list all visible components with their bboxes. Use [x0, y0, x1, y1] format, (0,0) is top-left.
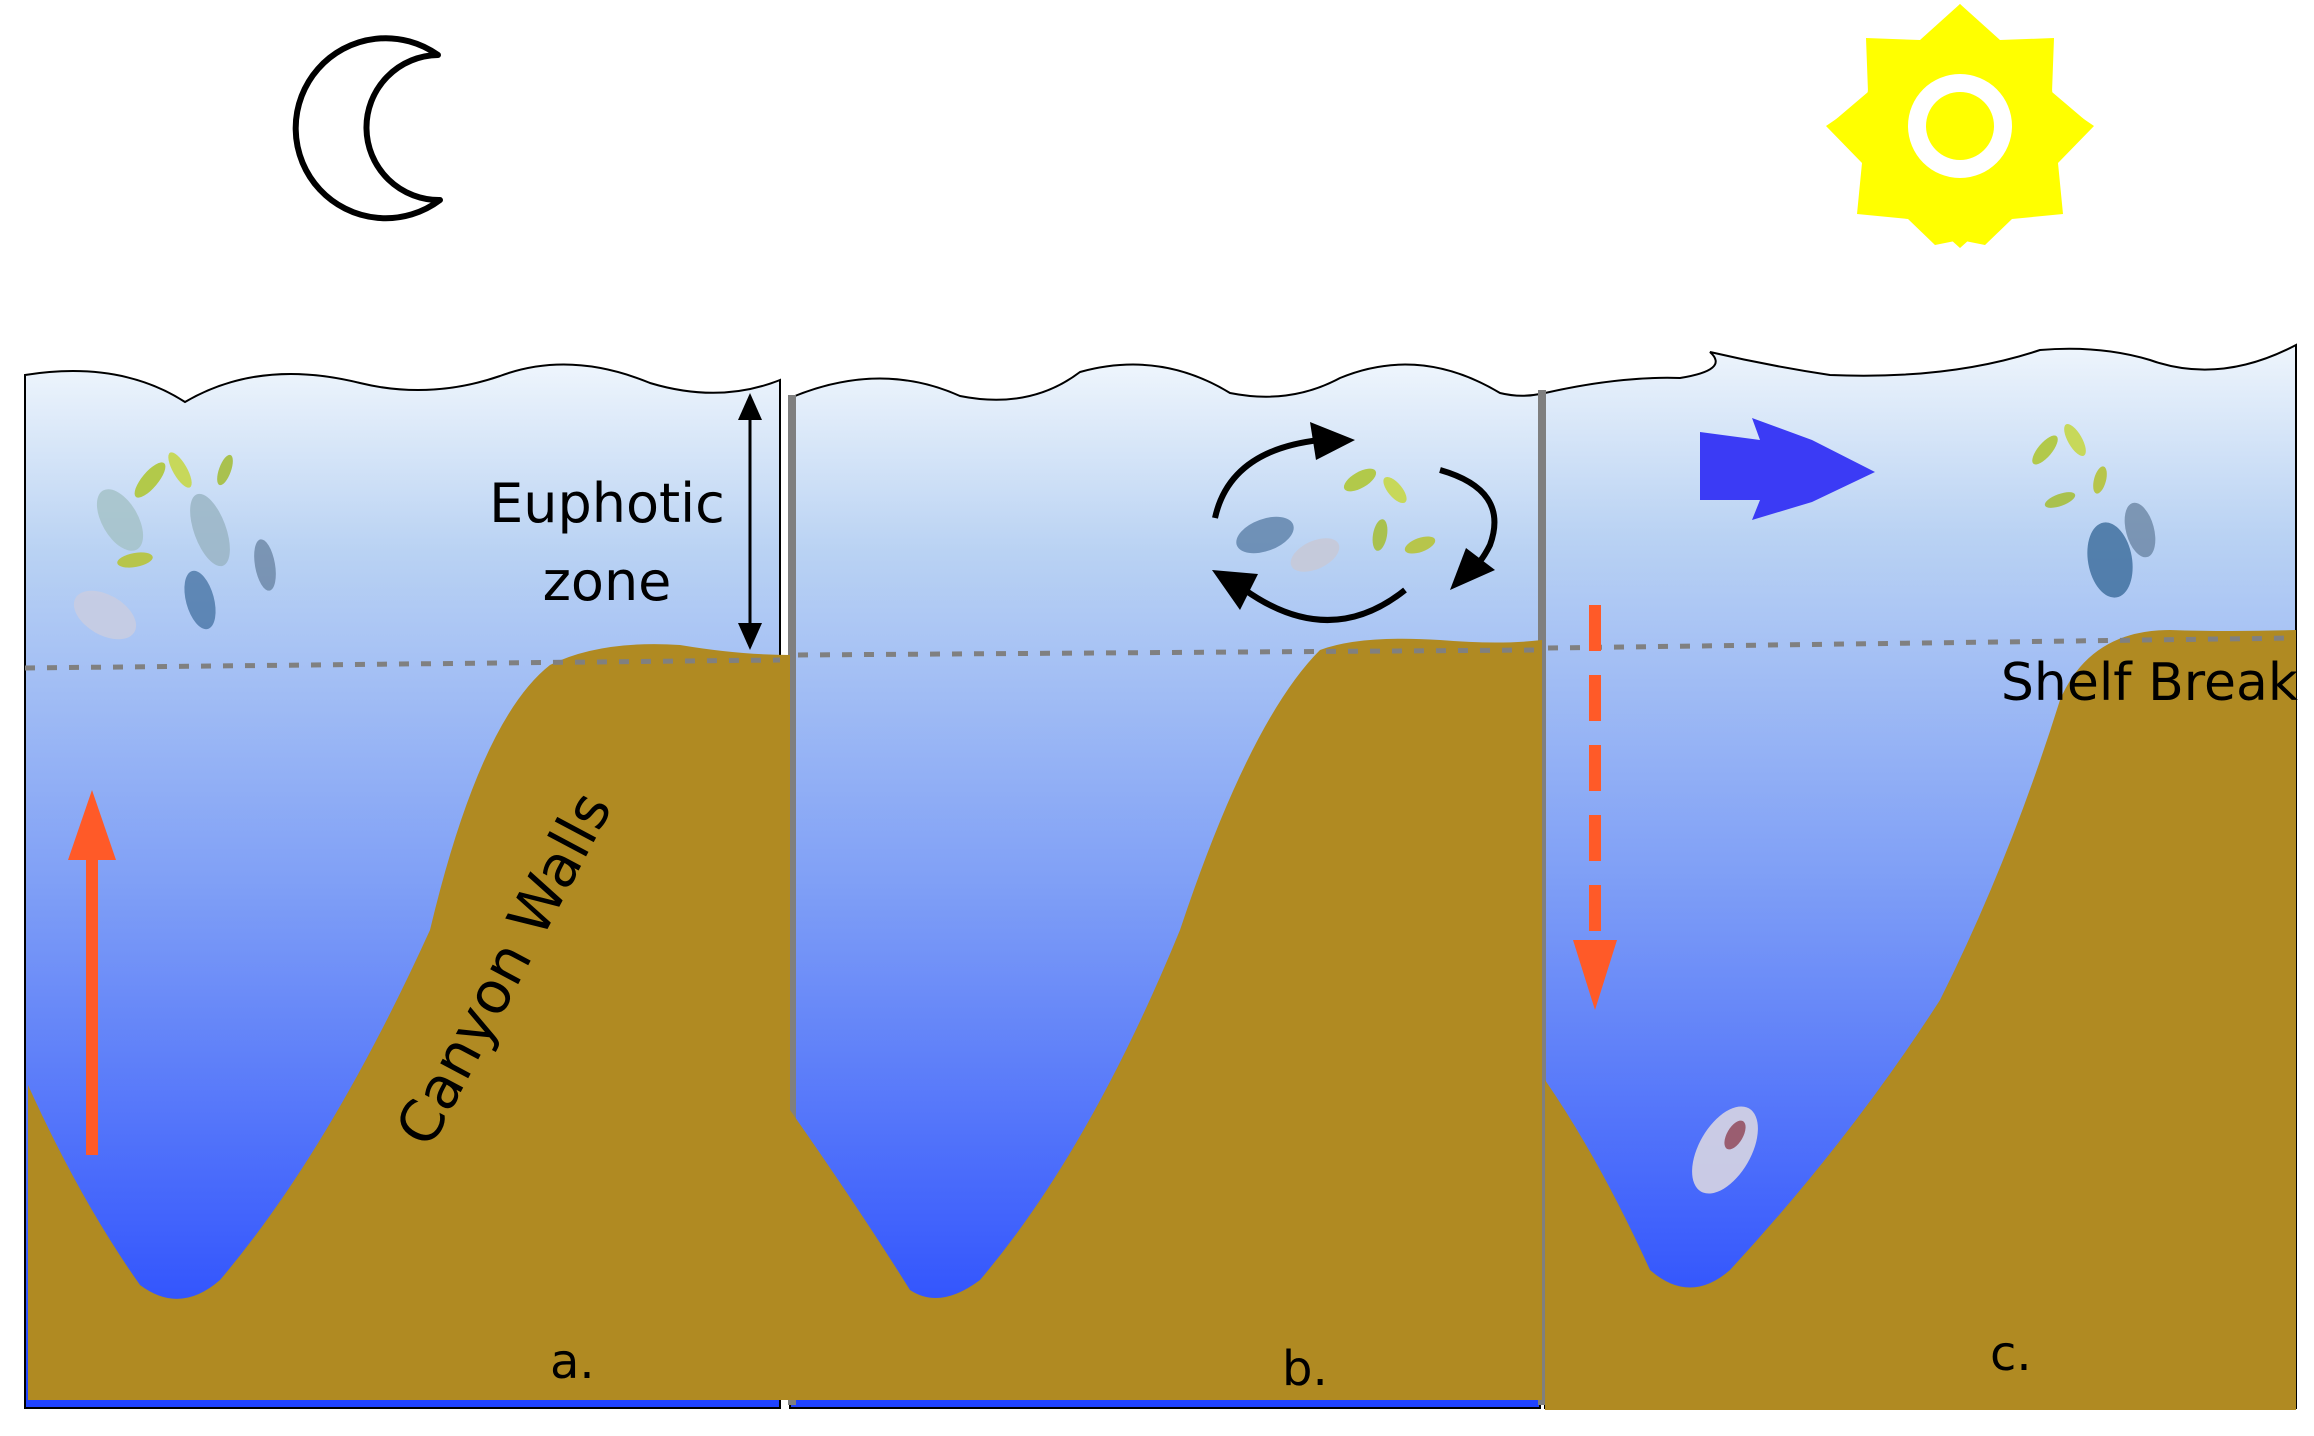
- plankton-cluster-c: [2032, 424, 2156, 598]
- euphotic-zone-label: Euphotic: [489, 472, 725, 535]
- downward-migration-arrow: [1573, 605, 1617, 1010]
- upward-migration-arrow: [68, 790, 116, 1155]
- panel-a-label: a.: [550, 1334, 595, 1390]
- plankton-cluster-a: [73, 452, 276, 640]
- shelf-break-line: [797, 647, 1539, 658]
- panel-b-label: b.: [1282, 1341, 1328, 1397]
- current-arrow: [1700, 418, 1875, 520]
- shelf-break-label: Shelf Break: [2001, 653, 2298, 713]
- sun-icon: [1826, 4, 2094, 248]
- circulation-arrows: [1212, 422, 1498, 623]
- shelf-break-line: [24, 657, 781, 671]
- zooplankton-deep-c: [1692, 1106, 1758, 1194]
- plankton-cluster-b: [1236, 468, 1436, 572]
- euphotic-zone-label-2: zone: [543, 550, 672, 613]
- canyon-floor-b: [790, 638, 1542, 1400]
- shelf-break-line: [1547, 635, 2297, 651]
- panel-divider: [788, 395, 796, 1405]
- euphotic-zone-arrow: [738, 393, 762, 650]
- canyon-floor-a: [28, 644, 790, 1400]
- panel-c-label: c.: [1990, 1326, 2032, 1382]
- canyon-floor-c: [1545, 630, 2296, 1410]
- crescent-moon-icon: [292, 35, 443, 222]
